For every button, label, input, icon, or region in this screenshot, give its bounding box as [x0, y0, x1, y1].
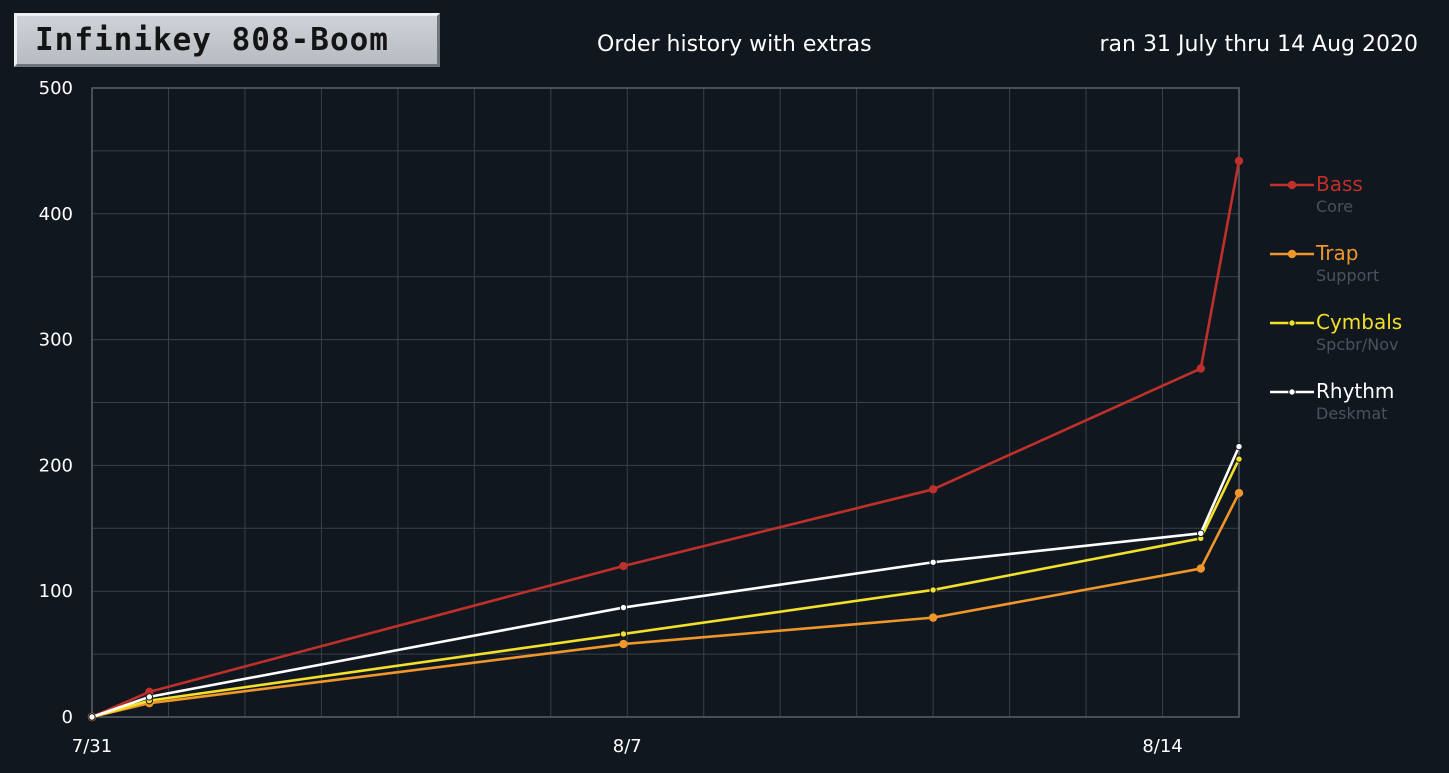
data-point: [1235, 455, 1243, 463]
x-tick-label: 7/31: [72, 736, 112, 757]
series-line-cymbals: [91, 458, 1241, 719]
series-line-bass: [91, 160, 1241, 719]
legend-series-name: Cymbals: [1316, 310, 1403, 334]
legend-swatch-marker: [1287, 180, 1297, 190]
legend-series-subtitle: Support: [1316, 266, 1380, 285]
legend-swatch: [1270, 180, 1314, 190]
legend-series-name: Trap: [1316, 241, 1359, 265]
title-badge: Infinikey 808-Boom: [14, 13, 440, 67]
legend-swatch-marker: [1288, 319, 1296, 327]
data-point: [1234, 488, 1244, 498]
y-tick-label: 0: [62, 707, 73, 728]
legend-item-cymbals: Cymbals Spcbr/Nov: [1268, 310, 1438, 379]
legend-swatch: [1270, 249, 1314, 259]
y-tick-label: 300: [39, 330, 73, 351]
data-point: [619, 639, 628, 649]
data-point: [619, 603, 628, 612]
series-line-rhythm: [91, 446, 1241, 719]
data-point: [929, 558, 937, 566]
chart-subtitle: ran 31 July thru 14 Aug 2020: [1099, 32, 1418, 57]
y-tick-label: 400: [39, 204, 73, 225]
legend-item-bass: Bass Core: [1268, 172, 1438, 241]
data-point: [928, 613, 938, 622]
legend-series-name: Bass: [1316, 172, 1363, 196]
data-point: [145, 693, 154, 701]
data-point: [1234, 156, 1244, 166]
data-point: [1196, 564, 1205, 573]
legend-swatch-marker: [1287, 249, 1297, 259]
legend-series-subtitle: Deskmat: [1316, 404, 1388, 423]
y-tick-label: 200: [39, 455, 73, 476]
x-tick-label: 8/14: [1142, 736, 1182, 757]
legend-item-rhythm: Rhythm Deskmat: [1268, 379, 1438, 448]
legend-swatch: [1270, 319, 1314, 327]
data-point: [1235, 442, 1243, 451]
legend-item-trap: Trap Support: [1268, 241, 1438, 310]
series-line-trap: [91, 492, 1241, 719]
plot-area-frame: [91, 87, 1240, 718]
x-tick-label: 8/7: [613, 736, 642, 757]
data-point: [928, 485, 938, 494]
data-point: [929, 586, 937, 594]
data-point: [619, 561, 628, 571]
legend: Bass Core Trap Support Cymbals Spcbr/Nov Rhyth…: [1268, 172, 1438, 448]
legend-swatch-marker: [1288, 388, 1296, 396]
badge-text: Infinikey 808-Boom: [35, 22, 389, 58]
data-point: [619, 630, 628, 638]
data-point: [1196, 364, 1205, 373]
legend-series-subtitle: Spcbr/Nov: [1316, 335, 1399, 354]
legend-series-name: Rhythm: [1316, 379, 1395, 403]
legend-series-subtitle: Core: [1316, 197, 1354, 216]
legend-swatch: [1270, 388, 1314, 396]
chart-title: Order history with extras: [597, 32, 872, 57]
y-tick-label: 100: [39, 581, 73, 602]
y-tick-label: 500: [39, 78, 73, 99]
data-point: [88, 713, 96, 721]
data-point: [1197, 529, 1205, 538]
